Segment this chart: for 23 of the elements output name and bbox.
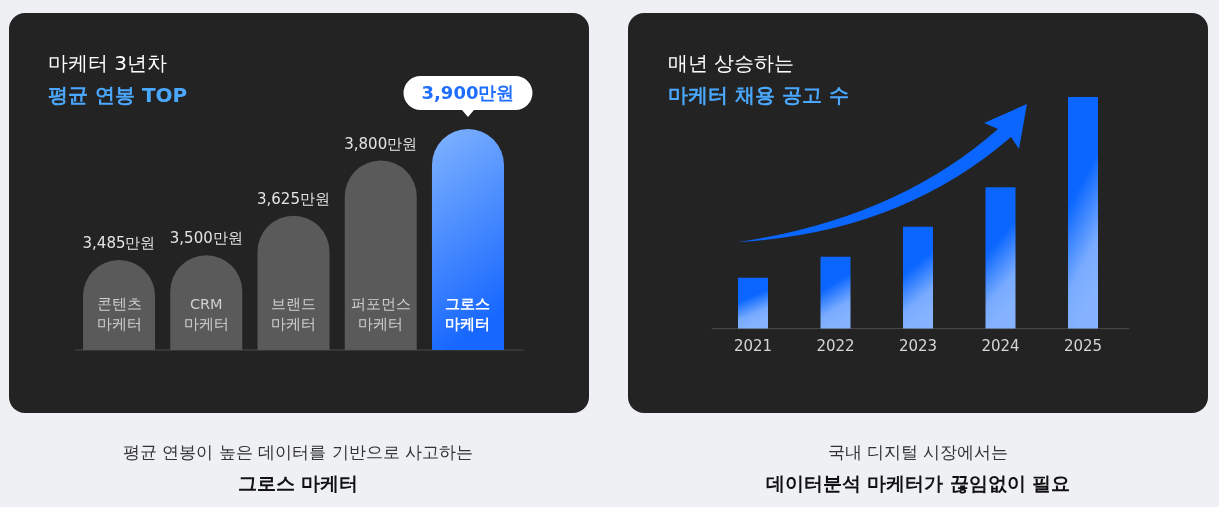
x-tick-label: 2023 bbox=[898, 336, 938, 355]
x-tick-label: CRM 마케터 bbox=[183, 296, 229, 332]
data-label: 3,485만원 bbox=[82, 234, 156, 253]
x-tick-label: 퍼포먼스 마케터 bbox=[350, 296, 411, 332]
data-label: 3,500만원 bbox=[169, 229, 243, 248]
text: 그로스 마케터 bbox=[237, 472, 359, 494]
text: 데이터분석 마케터가 끊임없이 필요 bbox=[765, 472, 1071, 494]
text: 평균 연봉이 높은 데이터를 기반으로 사고하는 bbox=[122, 442, 474, 462]
data-label: 3,625만원 bbox=[257, 189, 330, 208]
chart-title: 마케터 3년차 bbox=[48, 51, 168, 75]
annotation: 3,900만원 bbox=[421, 82, 515, 103]
chart-title: 매년 상승하는 bbox=[668, 51, 795, 75]
x-tick-label: 2025 bbox=[1063, 336, 1103, 355]
chart-subtitle: 마케터 채용 공고 수 bbox=[668, 83, 849, 107]
x-tick-label: 2022 bbox=[816, 336, 855, 355]
x-tick-label: 브랜드 마케터 bbox=[271, 296, 316, 332]
data-label: 3,800만원 bbox=[344, 134, 418, 153]
x-tick-label: 2021 bbox=[733, 336, 773, 355]
x-tick-label: 그로스 마케터 bbox=[445, 296, 491, 332]
x-tick-label: 2024 bbox=[981, 336, 1020, 355]
x-tick-label: 콘텐츠 마케터 bbox=[96, 296, 142, 332]
text: 국내 디지털 시장에서는 bbox=[827, 442, 1009, 462]
chart-subtitle: 평균 연봉 TOP bbox=[48, 83, 188, 107]
